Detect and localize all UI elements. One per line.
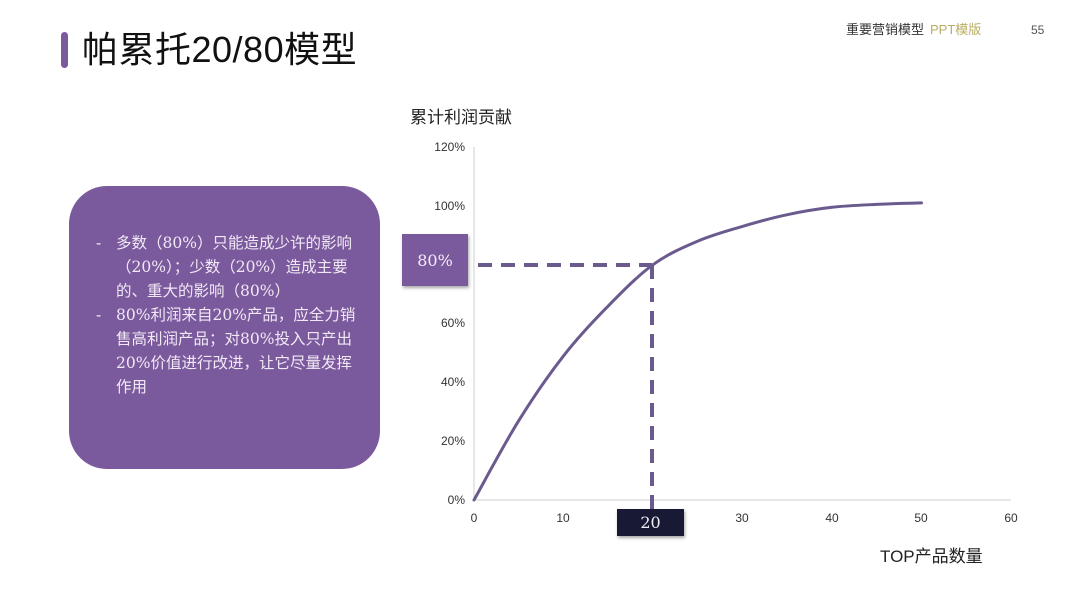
y-tick: 40%	[440, 375, 465, 389]
y-tick: 120%	[434, 140, 465, 154]
note-item: - 80%利润来自20%产品，应全力销售高利润产品；对80%投入只产出20%价值…	[96, 303, 366, 399]
x-tick: 30	[735, 511, 749, 525]
title-accent-bar	[61, 32, 68, 68]
x-tick: 10	[556, 511, 570, 525]
x-tick: 0	[470, 511, 478, 525]
x-axis-title: TOP产品数量	[880, 547, 983, 566]
callout-80-percent: 80%	[402, 234, 468, 286]
page-title: 帕累托20/80模型	[82, 29, 358, 70]
page-number: 55	[1031, 23, 1045, 37]
x-tick: 60	[1004, 511, 1018, 525]
callout-20-products: 20	[617, 509, 684, 536]
note-card	[69, 186, 380, 469]
y-tick: 60%	[440, 316, 465, 330]
brand-sub-label: PPT模版	[930, 22, 982, 37]
cumulative-profit-curve	[472, 201, 923, 502]
note-item-text: 80%利润来自20%产品，应全力销售高利润产品；对80%投入只产出20%价值进行…	[116, 306, 356, 396]
y-tick: 100%	[434, 199, 465, 213]
x-tick: 50	[914, 511, 928, 525]
brand-label: 重要营销模型	[846, 22, 925, 37]
note-item-text: 多数（80%）只能造成少许的影响（20%）；少数（20%）造成主要的、重大的影响…	[116, 234, 352, 300]
x-tick: 40	[825, 511, 839, 525]
note-item: - 多数（80%）只能造成少许的影响（20%）；少数（20%）造成主要的、重大的…	[96, 231, 366, 303]
y-tick: 20%	[440, 434, 465, 448]
dash-bullet: -	[96, 234, 102, 252]
dash-bullet: -	[96, 306, 102, 324]
y-tick: 0%	[447, 493, 465, 507]
note-list: - 多数（80%）只能造成少许的影响（20%）；少数（20%）造成主要的、重大的…	[96, 231, 366, 399]
header-brand: 重要营销模型 PPT模版	[846, 20, 981, 40]
y-axis-title: 累计利润贡献	[410, 108, 512, 127]
